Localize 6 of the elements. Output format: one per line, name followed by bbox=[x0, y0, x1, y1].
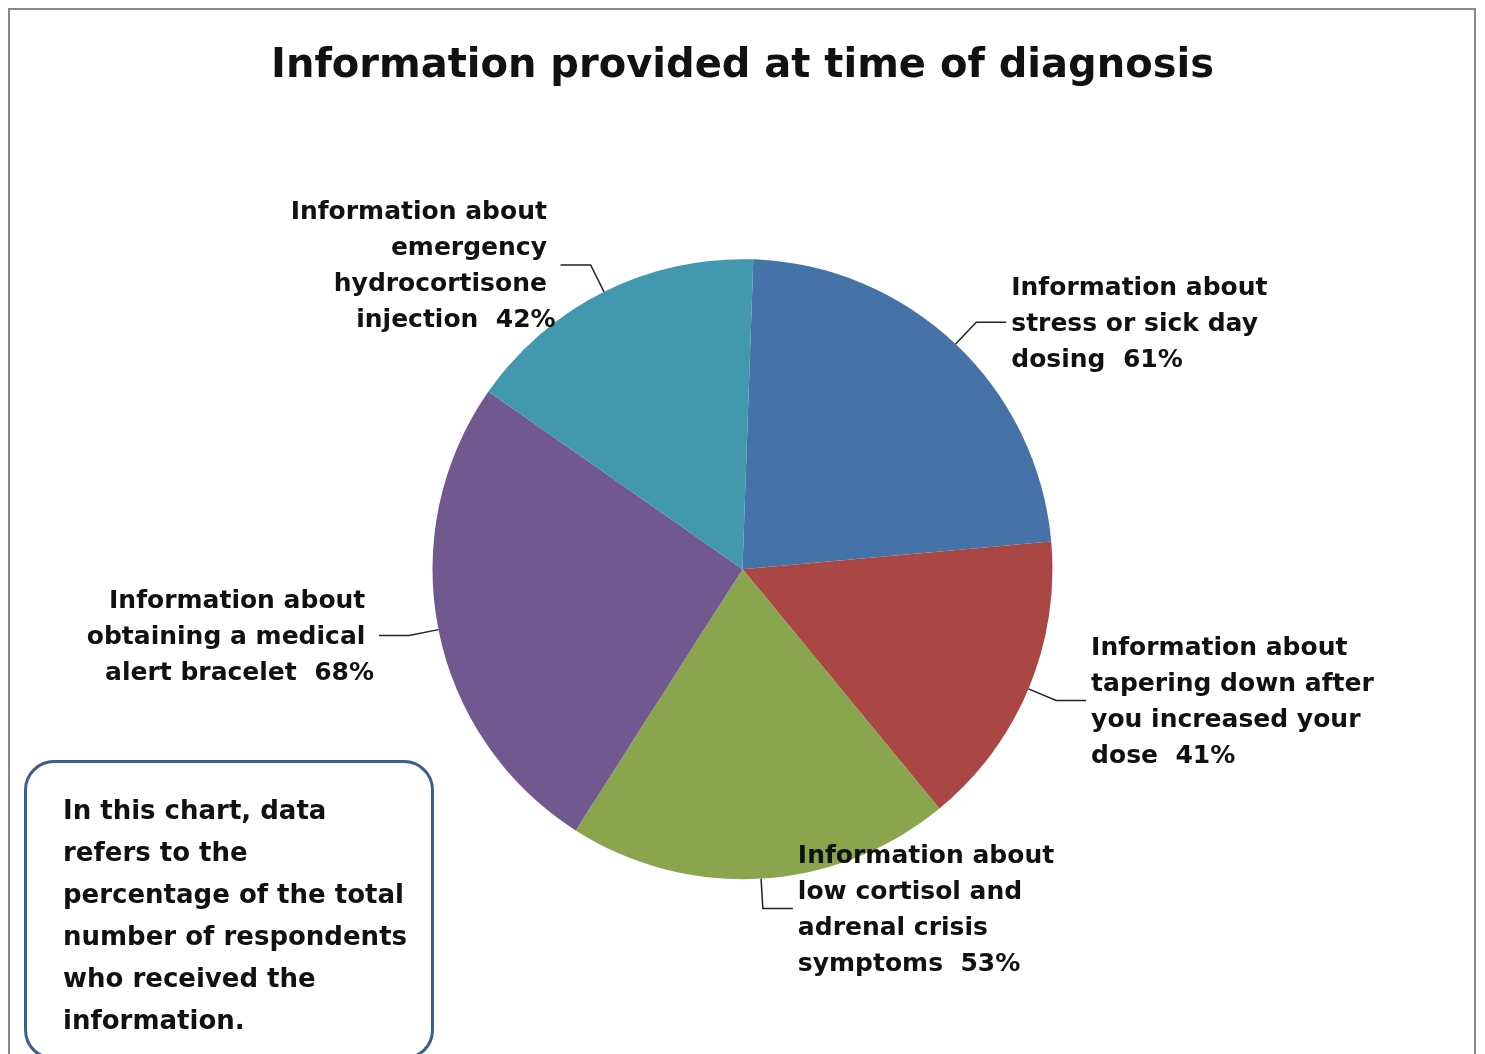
slice-label: Information about obtaining a medical alert bracelet 68% bbox=[86, 584, 375, 686]
chart-title: Information provided at time of diagnosis bbox=[271, 40, 1214, 86]
text: In this chart, data refers to the percentage of the total number of respondents who received the information. bbox=[24, 760, 434, 1054]
slice-label: Information about tapering down after you increased your dose 41% bbox=[1091, 631, 1383, 769]
slice-label: Information about emergency hydrocortisone injection 42% bbox=[290, 196, 556, 334]
slice-label: Information about stress or sick day dosing 61% bbox=[1011, 271, 1277, 373]
